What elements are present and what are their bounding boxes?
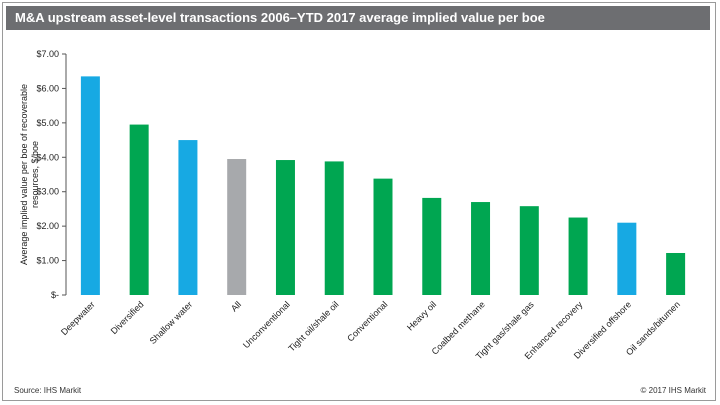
- x-tick-label: Shallow water: [148, 299, 195, 346]
- y-tick-label: $7.00: [36, 49, 59, 59]
- bar-diversified-offshore: [617, 222, 637, 295]
- bar-unconventional: [275, 160, 295, 295]
- y-tick-label: $4.00: [36, 152, 59, 162]
- chart-title: M&A upstream asset-level transactions 20…: [6, 6, 710, 30]
- x-axis-labels: Deepwater Diversified Shallow water AllUnco…: [59, 299, 682, 361]
- source-note: Source: IHS Markit: [14, 386, 82, 395]
- x-tick-label: Diversified: [109, 299, 146, 336]
- bar-enhanced-recovery: [568, 217, 588, 295]
- y-tick-label: $-: [51, 290, 59, 300]
- x-tick-label: All: [229, 299, 243, 313]
- bar-all: [227, 159, 247, 295]
- y-tick-label: $6.00: [36, 83, 59, 93]
- y-tick-label: $3.00: [36, 187, 59, 197]
- chart-frame: [2, 2, 716, 401]
- x-tick-label: Heavy oil: [405, 299, 438, 332]
- bar-tight-oil-shale-oil: [324, 161, 344, 295]
- bar-heavy-oil: [422, 197, 442, 295]
- bar-shallow-water: [178, 140, 198, 295]
- bar-coalbed-methane: [471, 202, 491, 295]
- y-tick-label: $5.00: [36, 118, 59, 128]
- x-tick-label: Tight oil/shale oil: [286, 299, 340, 353]
- x-tick-label: Deepwater: [59, 299, 97, 337]
- bar-oil-sands-bitumen: [666, 252, 686, 295]
- y-axis-label: Average implied value per boe of recover…: [19, 84, 40, 265]
- y-tick-label: $1.00: [36, 256, 59, 266]
- x-tick-label: Oil sands/bitumen: [624, 299, 682, 357]
- bar-tight-gas-shale-gas: [519, 206, 539, 295]
- bar-deepwater: [80, 76, 100, 295]
- copyright-note: © 2017 IHS Markit: [640, 386, 706, 395]
- bar-conventional: [373, 178, 393, 295]
- y-axis: $- $1.00 $2.00 $3.00 $4.00 $5.00 $6.00 $7.00: [36, 49, 67, 300]
- x-tick-label: Coalbed methane: [430, 299, 487, 356]
- x-tick-label: Unconventional: [241, 299, 292, 350]
- x-tick-label: Conventional: [345, 299, 389, 343]
- bar-diversified: [129, 124, 149, 295]
- bars: [80, 76, 686, 295]
- y-tick-label: $2.00: [36, 221, 59, 231]
